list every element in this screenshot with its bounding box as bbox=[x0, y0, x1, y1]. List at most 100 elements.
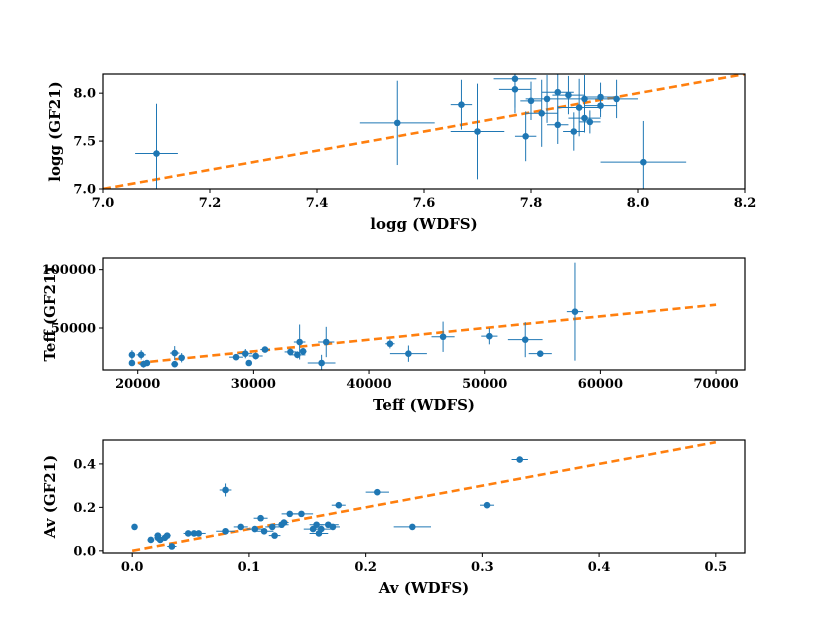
data-point bbox=[528, 350, 552, 357]
y-tick-label: 0.0 bbox=[73, 544, 96, 559]
y-tick-label: 100000 bbox=[42, 263, 96, 278]
marker bbox=[261, 346, 269, 353]
y-axis-label: Av (GF21) bbox=[41, 455, 59, 540]
marker bbox=[131, 523, 138, 531]
marker bbox=[386, 340, 394, 348]
marker bbox=[554, 121, 562, 129]
data-point bbox=[289, 510, 314, 518]
data-point bbox=[389, 345, 427, 362]
marker bbox=[137, 351, 145, 359]
data-point bbox=[307, 354, 336, 370]
axes-frame bbox=[102, 257, 746, 371]
marker bbox=[163, 532, 171, 539]
data-point bbox=[253, 514, 268, 522]
marker bbox=[565, 91, 572, 99]
marker bbox=[570, 128, 578, 135]
y-tick-label: 7.5 bbox=[73, 135, 96, 150]
data-point bbox=[557, 78, 601, 137]
data-point bbox=[299, 347, 307, 355]
x-tick-label: 7.2 bbox=[199, 196, 222, 211]
y-tick-label: 0.2 bbox=[73, 501, 96, 516]
marker bbox=[329, 523, 337, 531]
data-point bbox=[238, 349, 253, 359]
data-point bbox=[365, 488, 389, 496]
marker bbox=[522, 132, 529, 140]
y-tick-label: 7.0 bbox=[73, 183, 96, 198]
data-point bbox=[260, 346, 270, 353]
marker bbox=[317, 525, 325, 533]
data-point bbox=[171, 360, 179, 368]
data-point bbox=[128, 350, 136, 360]
data-point bbox=[229, 353, 243, 361]
data-point bbox=[525, 74, 569, 123]
marker bbox=[128, 359, 136, 367]
data-point bbox=[268, 532, 281, 539]
data-point bbox=[325, 523, 340, 531]
y-axis-label: Teff (GF21) bbox=[41, 266, 59, 361]
marker bbox=[260, 527, 268, 535]
data-point bbox=[233, 523, 248, 531]
data-point bbox=[143, 359, 151, 367]
data-point bbox=[480, 501, 495, 509]
x-tick-label: 7.6 bbox=[413, 196, 436, 211]
data-point bbox=[568, 103, 601, 133]
data-point bbox=[245, 359, 253, 367]
data-point bbox=[514, 111, 537, 162]
marker bbox=[516, 456, 524, 463]
x-tick-label: 0.1 bbox=[238, 560, 261, 575]
one-to-one-line bbox=[103, 74, 745, 189]
marker bbox=[409, 523, 416, 531]
x-tick-label: 8.2 bbox=[734, 196, 757, 211]
data-point bbox=[136, 350, 146, 360]
data-point bbox=[359, 80, 435, 166]
marker bbox=[554, 88, 562, 96]
marker bbox=[128, 351, 136, 359]
data-point bbox=[178, 353, 185, 363]
data-point bbox=[481, 328, 498, 345]
data-point bbox=[563, 112, 585, 151]
marker bbox=[613, 95, 620, 103]
x-axis-label: Teff (WDFS) bbox=[373, 396, 475, 414]
x-tick-label: 0.3 bbox=[471, 560, 494, 575]
data-point bbox=[385, 339, 395, 349]
marker bbox=[511, 75, 519, 83]
data-point bbox=[254, 527, 274, 535]
marker bbox=[571, 308, 579, 315]
marker bbox=[322, 338, 330, 346]
data-point bbox=[595, 79, 638, 119]
marker bbox=[222, 486, 229, 494]
marker bbox=[171, 360, 179, 368]
teff-panel: 20000 30000 40000 50000 60000 70000 50000 10000… bbox=[41, 257, 746, 414]
data-point bbox=[507, 322, 543, 358]
marker bbox=[640, 158, 647, 166]
x-tick-label: 0.5 bbox=[705, 560, 728, 575]
data-point bbox=[331, 501, 346, 509]
data-point bbox=[511, 456, 528, 463]
marker bbox=[245, 359, 253, 367]
data-point bbox=[147, 536, 155, 544]
data-point bbox=[246, 525, 263, 533]
marker bbox=[586, 118, 594, 126]
x-tick-label: 30000 bbox=[231, 377, 276, 392]
data-point bbox=[450, 79, 473, 130]
marker bbox=[237, 523, 245, 531]
data-point bbox=[525, 79, 558, 147]
data-point bbox=[310, 525, 332, 533]
marker bbox=[405, 350, 412, 357]
one-to-one-line bbox=[131, 440, 717, 553]
marker bbox=[543, 95, 551, 103]
data-point bbox=[170, 346, 180, 361]
plot-area bbox=[128, 262, 717, 370]
axes-frame bbox=[102, 439, 746, 554]
data-point bbox=[131, 523, 138, 531]
marker bbox=[257, 514, 264, 522]
data-point bbox=[248, 352, 263, 360]
marker bbox=[458, 101, 465, 108]
x-tick-label: 7.4 bbox=[306, 196, 329, 211]
marker bbox=[335, 501, 343, 509]
data-point bbox=[219, 483, 232, 497]
marker bbox=[313, 521, 320, 529]
marker bbox=[222, 527, 229, 535]
x-tick-label: 7.0 bbox=[92, 196, 115, 211]
